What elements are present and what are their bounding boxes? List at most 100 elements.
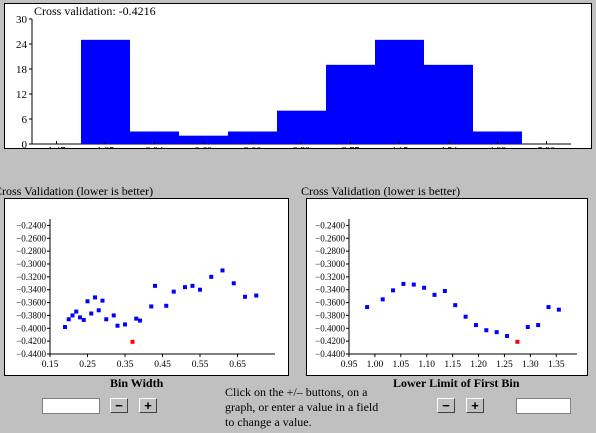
histogram-bar: [424, 64, 473, 144]
plot-y-tick-label: −0.2600: [16, 233, 46, 243]
plot-x-tick-label: 1.30: [522, 360, 539, 370]
histogram-x-tick-label: 4.15: [391, 146, 409, 148]
data-point: [190, 283, 195, 288]
plot-y-tick-label: −0.2800: [16, 246, 46, 256]
plot-y-tick-label: −0.4400: [16, 349, 46, 359]
plot-x-tick-label: 0.45: [154, 360, 171, 370]
histogram-x-tick-label: 2.62: [195, 146, 213, 148]
histogram-x-tick-label: 1.85: [97, 146, 115, 148]
selected-point: [130, 339, 135, 344]
histogram-bar: [179, 135, 228, 144]
data-point: [123, 322, 127, 327]
data-point: [494, 330, 499, 335]
plot-y-tick-label: −0.4200: [315, 336, 345, 346]
bin-width-axis-label: Bin Width: [110, 376, 164, 390]
plot-y-tick-label: −0.3800: [16, 310, 46, 320]
plot-x-tick-label: 1.10: [418, 360, 435, 370]
cross-validation-label: Cross validation: -0.4216: [34, 4, 156, 18]
plot-y-tick-label: −0.3200: [315, 272, 345, 282]
histogram-bar: [228, 131, 277, 144]
histogram-y-tick-label: 18: [16, 64, 28, 76]
plot-x-tick-label: 0.35: [117, 360, 134, 370]
lower-limit-chart[interactable]: −0.2400 −0.2600 −0.2800 −0.3000 −0.3200 −0.34…: [307, 199, 587, 375]
data-point: [153, 283, 157, 288]
histogram-bar: [473, 131, 522, 144]
data-point: [525, 325, 530, 329]
data-point: [138, 318, 142, 323]
plot-x-tick-label: 0.25: [79, 360, 96, 370]
bin-width-plus-button[interactable]: +: [139, 398, 157, 413]
data-point: [463, 314, 468, 319]
data-point: [66, 317, 71, 322]
data-point: [442, 289, 447, 293]
histogram-y-tick-label: 24: [16, 39, 28, 51]
histogram-bar: [81, 39, 130, 145]
data-point: [243, 294, 247, 299]
lower-limit-plot-panel[interactable]: −0.2400 −0.2600 −0.2800 −0.3000 −0.3200 −0.34…: [306, 198, 588, 376]
data-point: [432, 292, 437, 297]
plot-y-tick-label: −0.3000: [315, 259, 345, 269]
data-point: [81, 317, 86, 322]
data-point: [365, 305, 370, 310]
plot-y-tick-label: −0.2400: [315, 220, 345, 230]
plot-y-tick-label: −0.2400: [16, 220, 46, 230]
plot-x-tick-label: 1.25: [496, 360, 513, 370]
instructions-text: Click on the +/– buttons, on a graph, or…: [225, 385, 379, 429]
bin-width-minus-button[interactable]: −: [110, 398, 128, 413]
data-point: [209, 274, 214, 279]
data-point: [63, 325, 67, 329]
data-point: [74, 309, 79, 314]
histogram-bar: [375, 39, 424, 145]
data-point: [536, 323, 541, 328]
selected-point: [515, 339, 520, 344]
data-point: [546, 305, 551, 310]
plot-x-tick-label: 1.20: [470, 360, 487, 370]
lower-limit-minus-button[interactable]: −: [437, 398, 455, 413]
bin-width-field[interactable]: [42, 398, 100, 414]
data-point: [134, 316, 139, 321]
data-point: [505, 334, 510, 338]
histogram-panel[interactable]: 0 6 12 18 24 30 1.47 1.85 2.24 2.62 3.00 3.39 3.77 4.…: [4, 3, 592, 149]
histogram-bar: [130, 131, 179, 144]
histogram-x-tick-label: 4.92: [489, 146, 507, 148]
histogram-x-tick-label: 3.39: [293, 146, 311, 148]
data-point: [556, 307, 561, 312]
data-point: [89, 311, 94, 316]
plot-x-tick-label: 0.65: [229, 360, 246, 370]
histogram-y-tick-label: 6: [22, 114, 28, 126]
plot-x-tick-label: 1.15: [444, 360, 461, 370]
plot-y-tick-label: −0.3400: [16, 285, 46, 295]
histogram-y-tick-label: 0: [22, 139, 28, 148]
histogram-chart[interactable]: 0 6 12 18 24 30 1.47 1.85 2.24 2.62 3.00 3.39 3.77 4.…: [5, 4, 591, 148]
plot-y-tick-label: −0.3000: [16, 259, 46, 269]
data-point: [401, 281, 406, 286]
cross-validation-value: -0.4216: [118, 4, 156, 18]
histogram-bar: [326, 64, 375, 144]
data-point: [115, 323, 120, 328]
data-point: [422, 285, 427, 290]
data-point: [183, 285, 187, 290]
plot-x-tick-label: 0.15: [42, 360, 59, 370]
data-point: [104, 317, 109, 322]
bin-width-chart[interactable]: −0.2400 −0.2600 −0.2800 −0.3000 −0.3200 −0.34…: [5, 199, 288, 375]
data-point: [231, 281, 236, 286]
histogram-x-tick-label: 1.47: [48, 146, 66, 148]
data-point: [171, 289, 176, 294]
data-point: [254, 293, 259, 298]
lower-limit-plus-button[interactable]: +: [466, 398, 484, 413]
histogram-x-tick-label: 3.77: [342, 146, 360, 148]
plot-y-tick-label: −0.3600: [16, 298, 46, 308]
right-plot-title: Cross Validation (lower is better): [301, 184, 461, 198]
histogram-x-tick-label: 4.54: [440, 146, 458, 148]
data-point: [484, 328, 489, 333]
data-point: [78, 315, 82, 320]
plot-y-tick-label: −0.2600: [315, 233, 345, 243]
plot-x-tick-label: 0.95: [341, 360, 358, 370]
left-plot-title: Cross Validation (lower is better): [0, 184, 154, 198]
data-point: [164, 303, 169, 308]
data-point: [93, 295, 97, 300]
bin-width-plot-panel[interactable]: −0.2400 −0.2600 −0.2800 −0.3000 −0.3200 −0.34…: [4, 198, 289, 376]
data-point: [391, 288, 396, 293]
lower-limit-field[interactable]: [516, 398, 571, 414]
histogram-bar: [277, 110, 326, 144]
